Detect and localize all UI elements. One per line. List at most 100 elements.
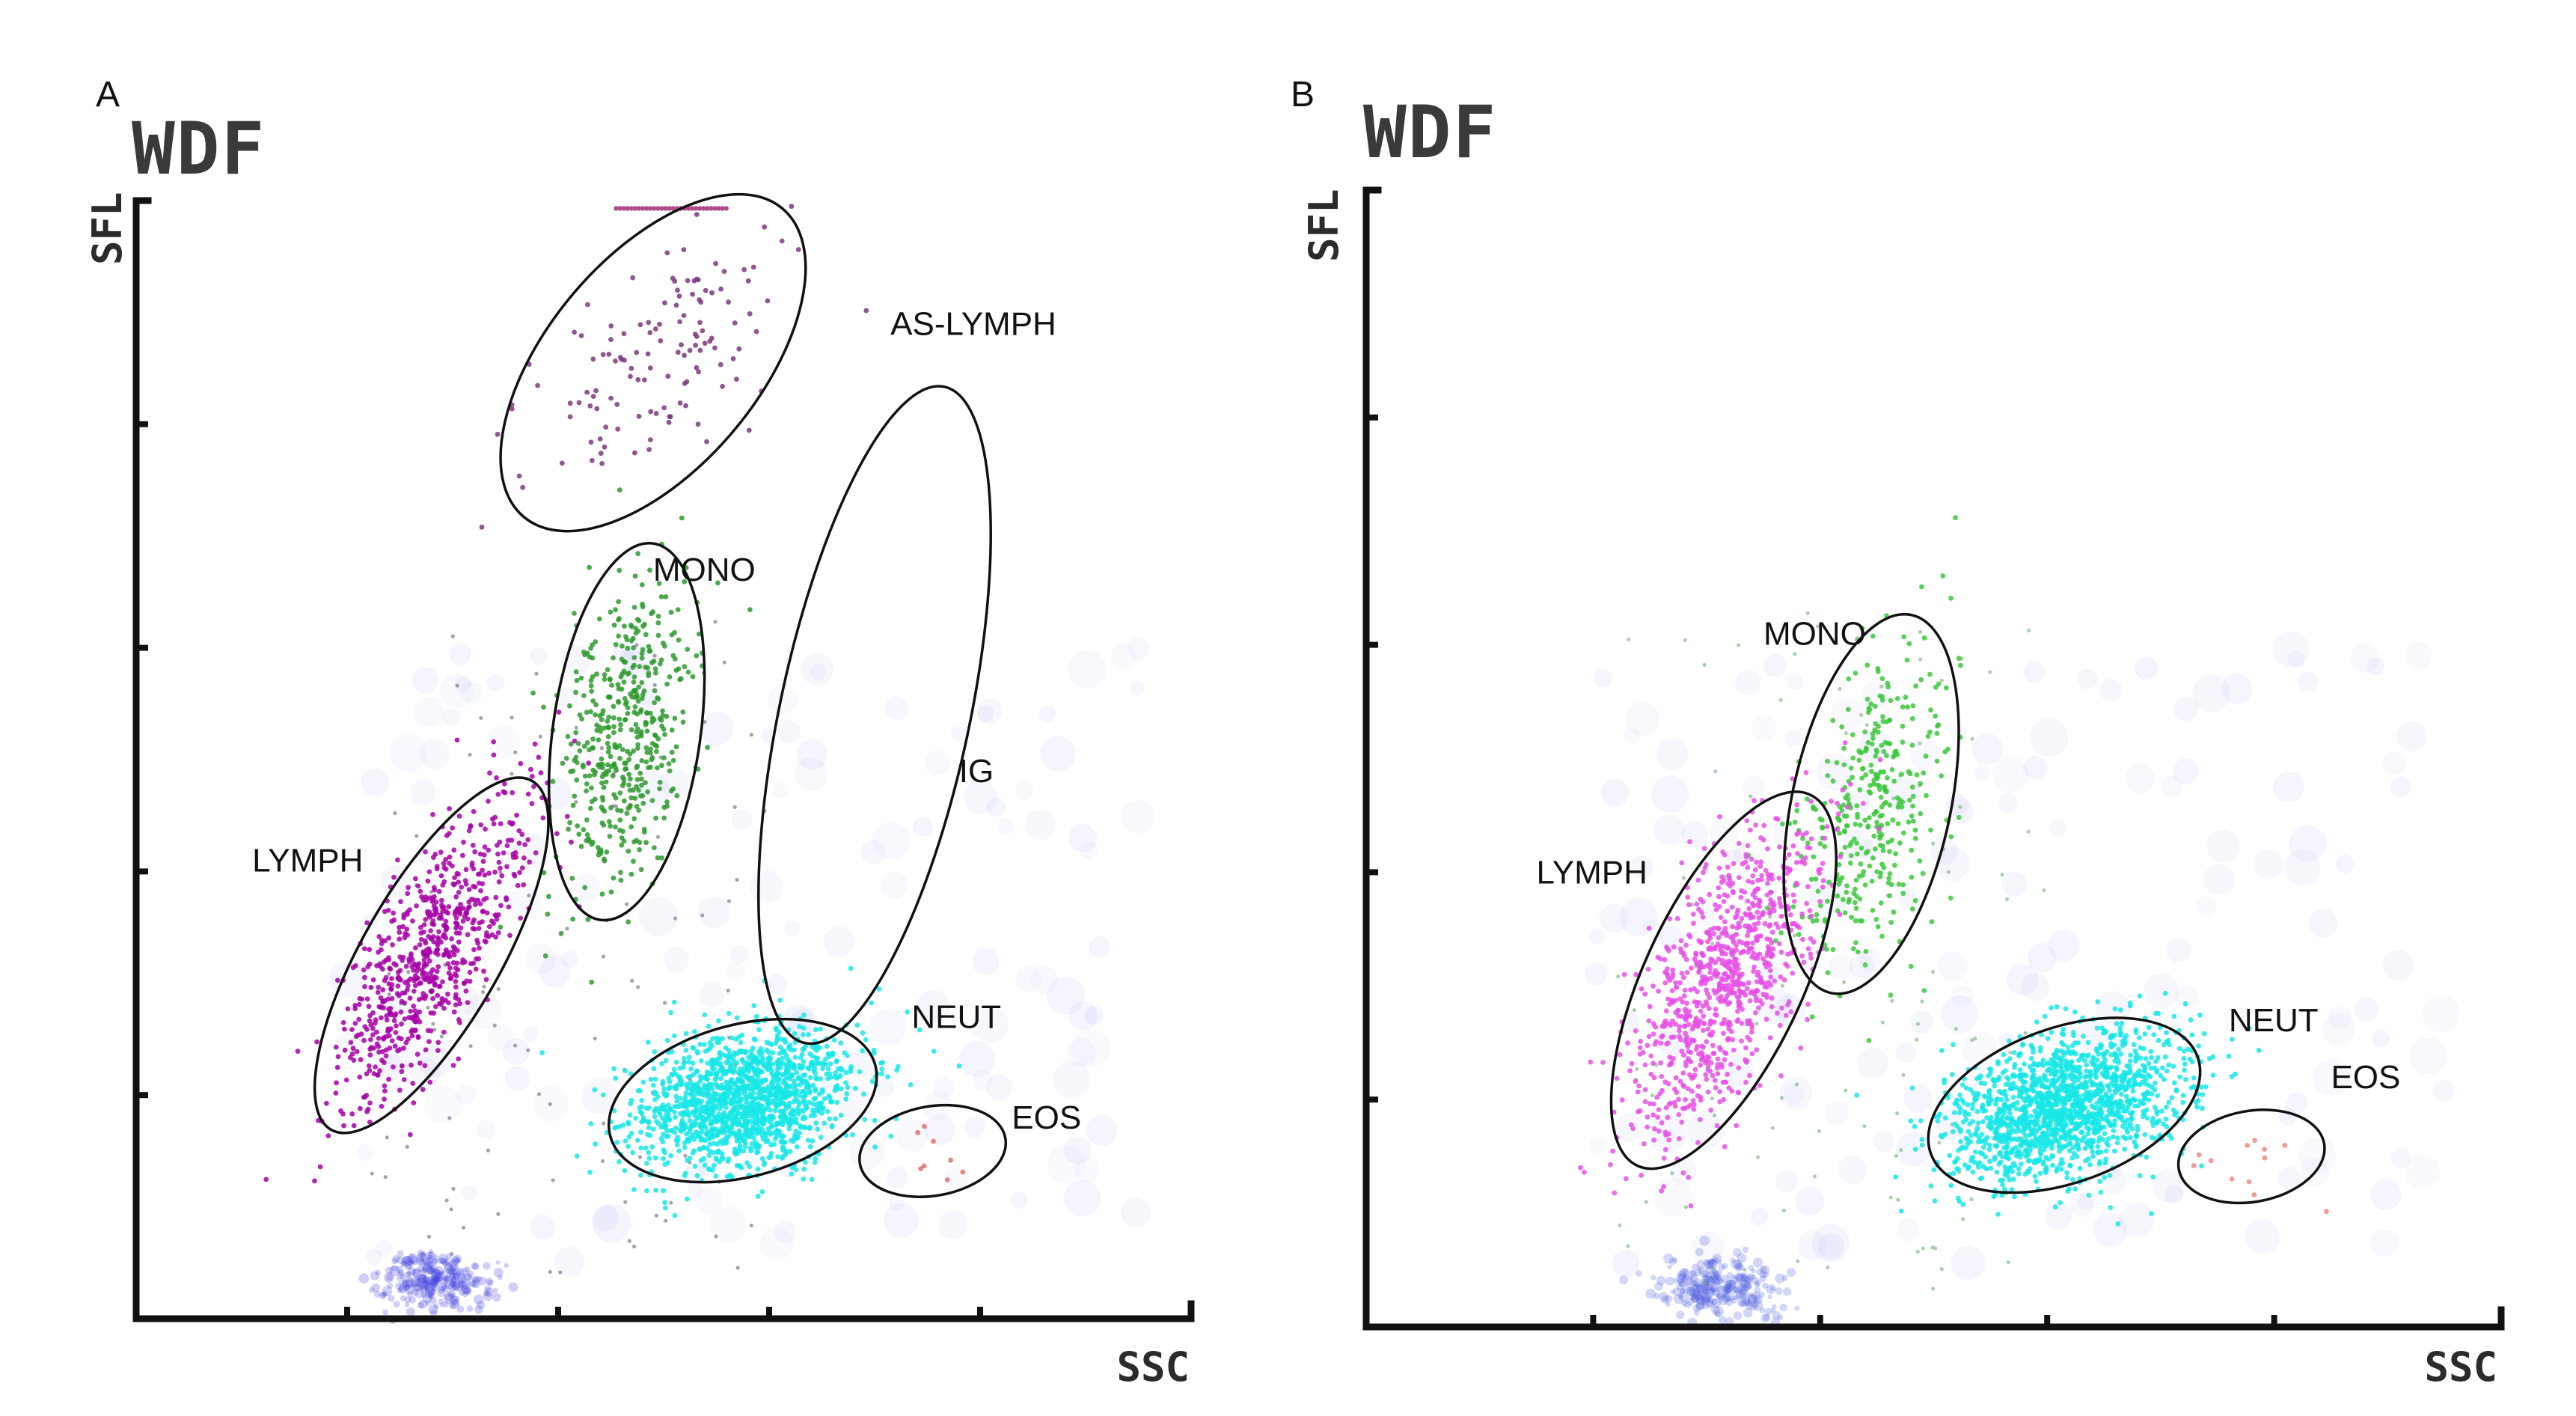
panel-a-neut-point [806,1032,812,1037]
panel-a-neut-point [760,1136,766,1142]
panel-a-lymph-point [376,1036,382,1041]
panel-b-debris-point [1710,1286,1716,1292]
panel-a-sparse-point [703,719,707,724]
panel-a-haze-blob [1025,809,1056,840]
panel-a-debris-point [422,1257,431,1266]
panel-a-lymph-point [402,1016,408,1022]
panel-a-debris-point [451,1278,457,1284]
panel-a-neut-point [783,1040,789,1045]
panel-a-debris-point [422,1278,429,1285]
panel-a-sparse-point [669,1200,673,1205]
panel-a-haze-blob [710,1206,747,1243]
panel-a-haze-blob [1129,680,1145,696]
panel-b-mono-point [1878,769,1883,775]
panel-a-mono-point [624,811,630,817]
panel-a-debris-point [397,1287,403,1293]
panel-b-debris-point [1695,1248,1704,1257]
panel-a-mono-point [611,730,617,736]
panel-a-lymph-point [401,915,407,921]
panel-a-neut-point [726,1156,732,1162]
panel-a-lymph-point [469,860,475,866]
panel-b-lymph-point [1757,864,1763,869]
panel-a-mono-point [582,773,588,779]
panel-b-haze-blob [2030,718,2069,757]
panel-a-as-lymph-point [606,352,612,357]
panel-b-debris-point [1787,1268,1796,1278]
panel-a-as-lymph-saturation-point [617,206,622,211]
panel-b-lymph-point [1695,877,1701,883]
panel-a-mono-point [659,855,664,861]
panel-b-lymph-point [1664,1008,1669,1014]
panel-b-mono-point [1848,860,1853,866]
panel-a-neut-point [700,1138,706,1143]
panel-a-lymph-point [400,990,406,996]
panel-a-neut-point [697,1078,703,1084]
panel-a-neut-point [718,1075,724,1081]
panel-b-mono-point [1844,889,1850,895]
panel-a-mono-point [625,711,631,716]
panel-b-lymph-point [1799,953,1805,959]
panel-a-lymph-point [529,801,535,807]
panel-a-as-lymph-saturation-point [625,206,630,211]
panel-a-neut-point [761,1162,767,1168]
panel-b-haze-blob [1589,1137,1606,1154]
panel-a-neut-point [717,1105,723,1111]
panel-a-lymph-point [447,854,453,860]
panel-a-mono-point [575,741,581,746]
panel-a-haze-blob [581,1078,618,1115]
panel-a-mono-point [662,732,667,737]
panel-a-lymph-point [484,930,489,936]
panel-b-lymph-point [1739,1038,1745,1044]
panel-a-neut-point [697,1147,703,1152]
panel-b-lymph-point [1777,1022,1783,1028]
panel-b-lymph-point [1642,1099,1648,1105]
panel-a-as-lymph-point [712,345,718,351]
panel-a-neut-point [705,1093,711,1099]
panel-a-lymph-point [397,936,403,942]
panel-b-haze-blob [2405,641,2432,669]
panel-a-debris-point [397,1250,404,1257]
panel-a-haze-blob [410,779,436,806]
panel-b-haze-blob [1830,696,1865,730]
panel-a-lymph-point [494,916,500,922]
panel-a-neut-point [760,1089,766,1094]
panel-a-lymph-point [428,928,434,934]
panel-a-mono-point [657,786,662,792]
panel-b-sparse-point [1879,684,1884,689]
panel-b-mono-point [1853,671,1858,676]
panel-a-lymph-point [440,933,446,939]
panel-a-haze-blob [684,1161,706,1183]
panel-a-lymph-point [333,1090,339,1096]
panel-a-neut-point [813,1027,819,1033]
panel-a-lymph-point [525,837,531,843]
panel-a-lymph-point [352,1021,358,1026]
panel-a-debris-point [417,1301,424,1309]
panel-a-neut-label: NEUT [911,999,1001,1036]
panel-a-as-lymph-point [664,250,670,256]
panel-b-lymph-point [1588,1059,1594,1065]
panel-a-mono-point [498,924,504,930]
panel-a-lymph-label: LYMPH [252,842,363,879]
panel-b-sparse-point [1888,1195,1893,1200]
panel-a-mono-point [673,744,679,750]
panel-a-lymph-point [527,859,533,865]
panel-a-debris-point [432,1275,440,1283]
panel-a-as-lymph-point [709,290,715,296]
panel-a-neut-point [793,1129,799,1134]
panel-a-haze-blob [932,1076,955,1099]
panel-a-debris-point [472,1275,480,1284]
panel-a-lymph-point [417,942,423,947]
panel-a-neut-point [801,1177,807,1182]
panel-b-lymph-point [1662,1147,1668,1153]
panel-b-mono-point [1839,875,1845,881]
panel-a-mono-point [657,661,663,667]
panel-a-neut-point [688,1073,693,1079]
panel-a-neut-point [834,1099,840,1105]
panel-b-sparse-point [1918,657,1923,662]
panel-a-lymph-point [349,1051,355,1057]
panel-a-debris-point [471,1262,479,1269]
panel-b-haze-blob [1763,653,1787,677]
panel-a-neut-point [796,1111,801,1117]
panel-b-lymph-point [1848,781,1853,787]
panel-b-lymph-point [1666,1137,1672,1143]
